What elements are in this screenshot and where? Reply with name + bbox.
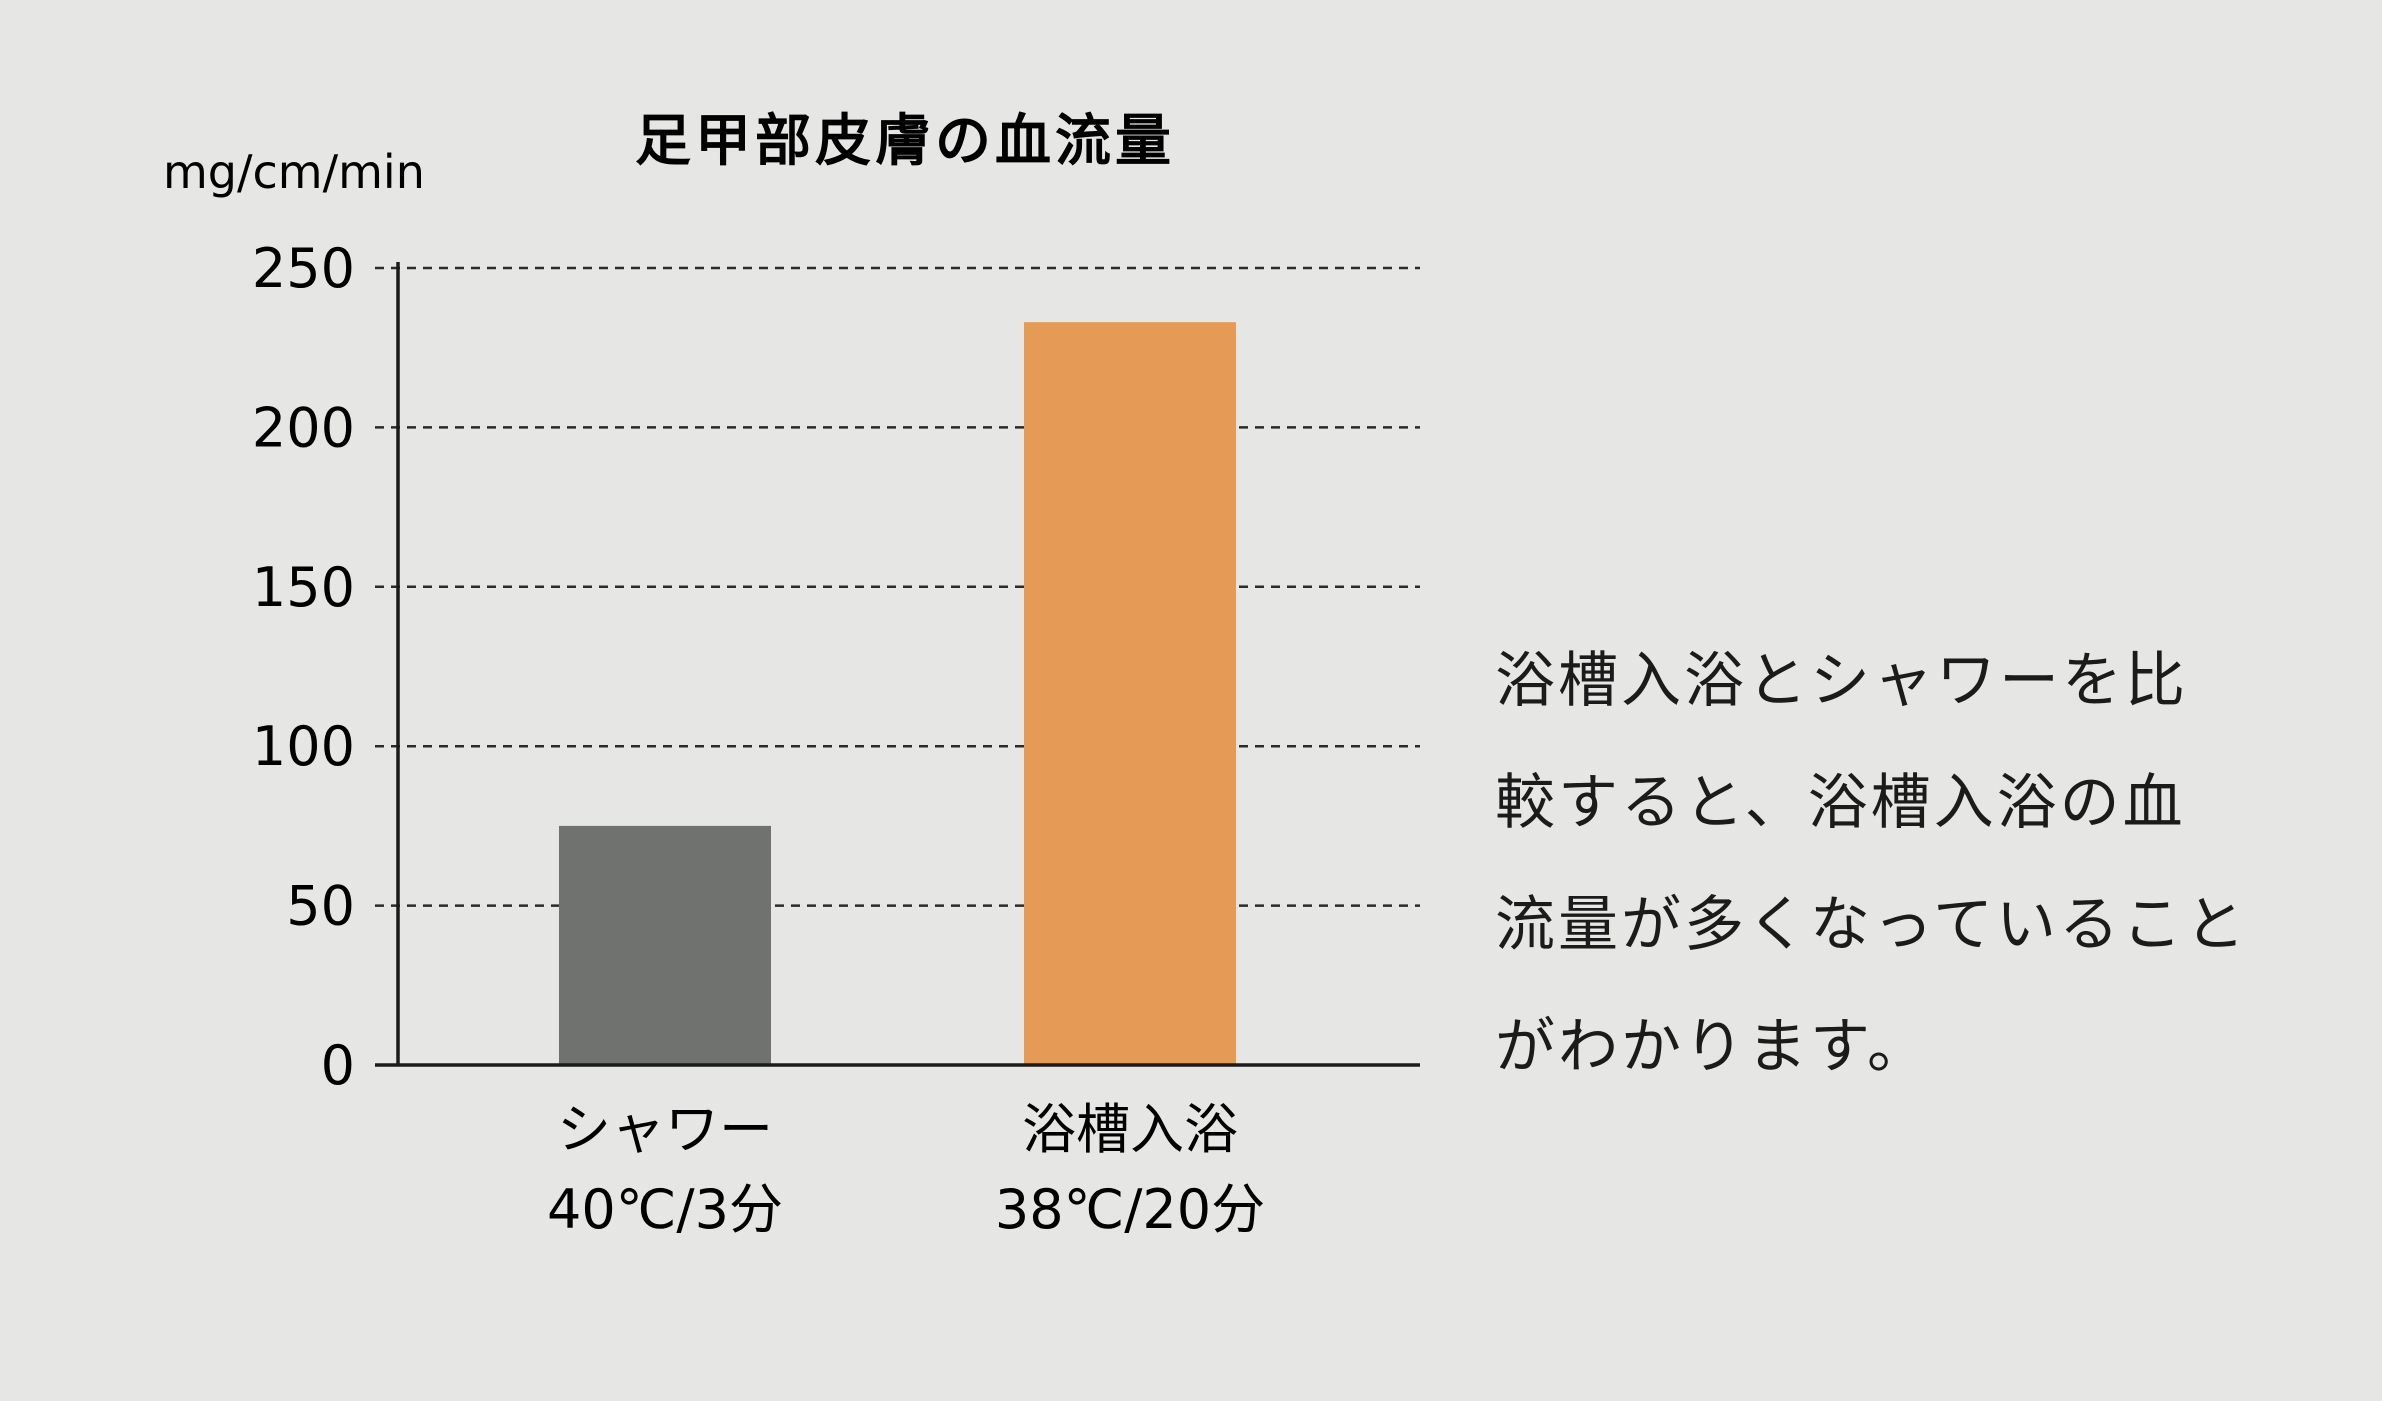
- y-tick-label: 100: [252, 715, 355, 778]
- y-tick-label: 0: [321, 1034, 355, 1097]
- category-label: シャワー: [557, 1098, 773, 1161]
- y-tick-label: 150: [252, 556, 355, 619]
- bars: [559, 322, 1236, 1065]
- description-text: 浴槽入浴とシャワーを比 較すると、浴槽入浴の血 流量が多くなっていること がわか…: [1495, 620, 2295, 1108]
- y-axis-unit-label: mg/cm/min: [163, 145, 425, 199]
- description-line: がわかります。: [1495, 1012, 1930, 1082]
- category-label: 浴槽入浴: [1022, 1098, 1238, 1161]
- description-line: 浴槽入浴とシャワーを比: [1495, 646, 2188, 716]
- orange-bar: [1024, 322, 1236, 1065]
- description-line: 流量が多くなっていること: [1495, 890, 2248, 960]
- x-category-labels: シャワー 40℃/3分 浴槽入浴 38℃/20分: [547, 1098, 1265, 1241]
- gray-bar: [559, 825, 771, 1065]
- category-sublabel: 38℃/20分: [995, 1178, 1265, 1241]
- y-tick-label: 200: [252, 396, 355, 459]
- y-tick-label: 250: [252, 237, 355, 300]
- gridlines: [375, 266, 1420, 907]
- chart-title: 足甲部皮膚の血流量: [635, 109, 1175, 174]
- category-sublabel: 40℃/3分: [547, 1178, 783, 1241]
- y-tick-label: 50: [286, 875, 355, 938]
- axes: [375, 262, 1420, 1067]
- description-line: 較すると、浴槽入浴の血: [1495, 768, 2186, 838]
- y-tick-labels: 0 50 100 150 200 250: [252, 237, 355, 1097]
